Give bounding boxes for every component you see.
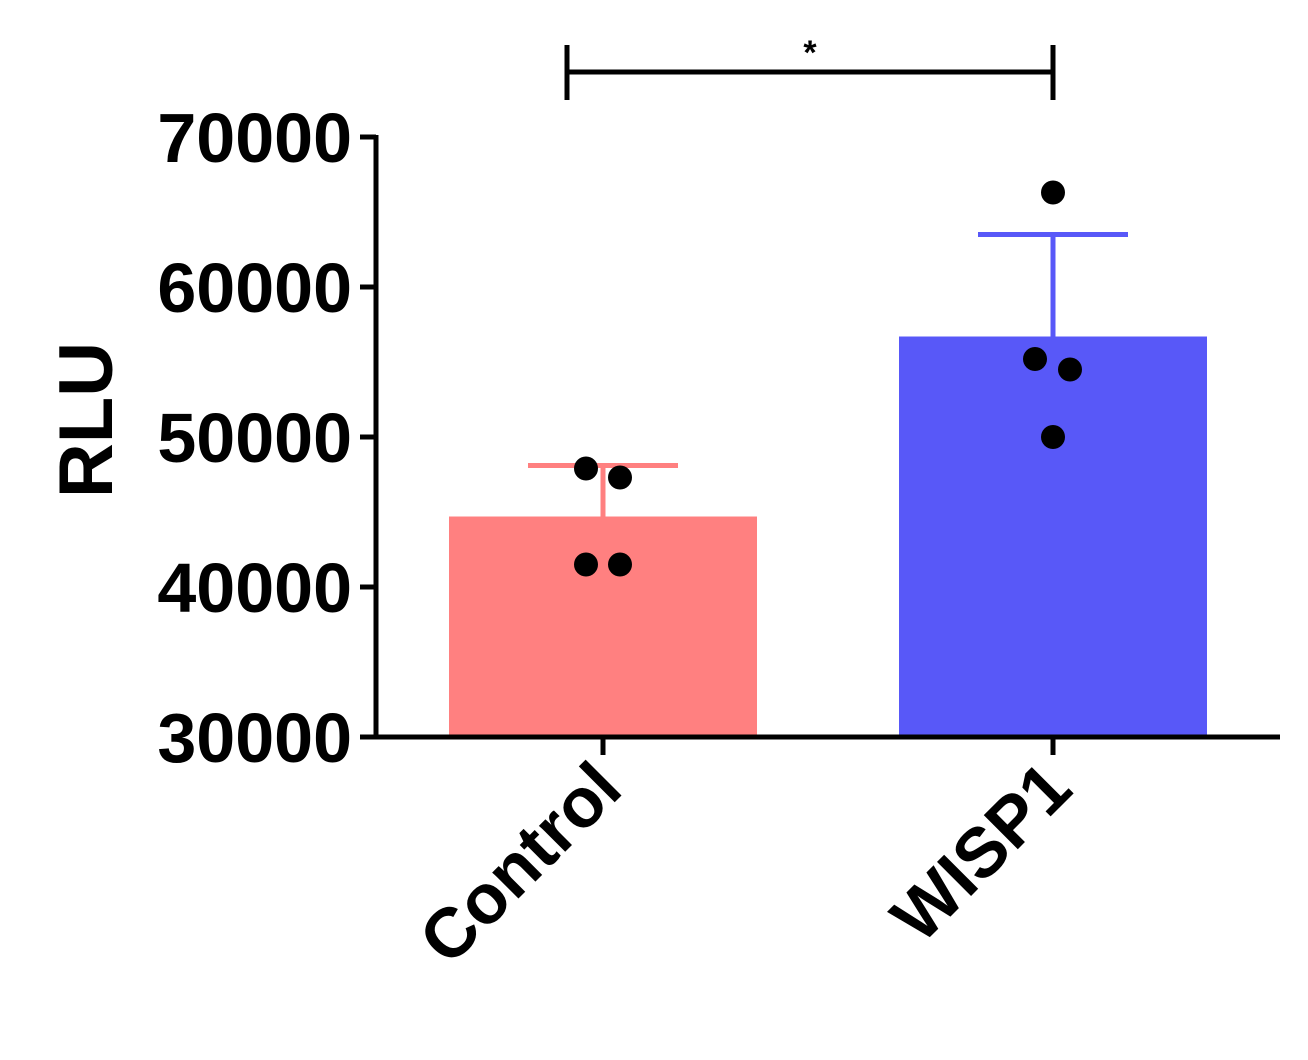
data-point-wisp1 <box>1041 180 1065 205</box>
x-tick-label-wisp1: WISP1 <box>876 747 1085 956</box>
y-tick-label: 70000 <box>157 99 352 177</box>
data-point-control <box>574 552 598 577</box>
y-tick-label: 50000 <box>157 399 352 477</box>
x-tick-label-control: Control <box>405 747 636 978</box>
data-point-wisp1 <box>1023 347 1047 371</box>
significance-bracket: * <box>564 34 1056 100</box>
data-points-layer <box>574 180 1082 577</box>
y-tick-label: 30000 <box>157 699 352 777</box>
y-tick-label: 40000 <box>157 549 352 627</box>
significance-label: * <box>803 34 817 72</box>
data-point-control <box>608 552 632 577</box>
error-bars-layer <box>528 232 1128 517</box>
data-point-control <box>608 465 632 490</box>
bar-wisp1 <box>899 336 1207 737</box>
y-axis-title: RLU <box>44 342 129 498</box>
bar-control <box>449 516 757 737</box>
data-point-wisp1 <box>1041 425 1065 449</box>
bars-layer <box>449 336 1207 737</box>
y-tick-label: 60000 <box>157 249 352 327</box>
data-point-control <box>574 456 598 481</box>
data-point-wisp1 <box>1058 357 1082 382</box>
